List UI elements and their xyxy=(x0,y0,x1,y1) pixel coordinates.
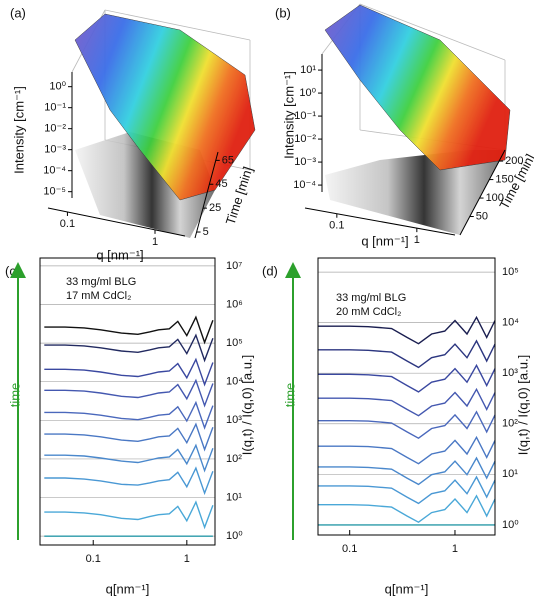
x-axis-label: q[nm⁻¹] xyxy=(106,581,150,596)
y-tick-label: 10³ xyxy=(502,367,518,379)
y-tick-label: 10⁷ xyxy=(226,260,242,272)
series-line xyxy=(44,500,214,530)
y-tick-label: 150 xyxy=(495,173,513,185)
x-axis-label: q [nm⁻¹] xyxy=(96,247,143,262)
x-tick-label: 0.1 xyxy=(342,543,357,555)
box-edge xyxy=(104,9,251,41)
box-edge xyxy=(359,3,506,61)
time-axis xyxy=(194,151,219,239)
y-tick-label: 65 xyxy=(222,154,234,166)
annotation: 33 mg/ml BLG xyxy=(66,276,136,288)
z-tick-label: 10⁻⁴ xyxy=(293,179,316,191)
series-line xyxy=(44,315,214,345)
z-tick-label: 10⁻² xyxy=(44,123,66,135)
y-tick-label: 50 xyxy=(476,210,488,222)
plot-frame xyxy=(317,257,496,536)
series-line xyxy=(318,475,496,505)
z-tick-label: 10⁻³ xyxy=(294,156,316,168)
y-tick-label: 10⁶ xyxy=(226,298,243,310)
y-tick-label: 10⁴ xyxy=(502,317,519,329)
z-tick-label: 10⁻⁴ xyxy=(43,165,66,177)
series-line xyxy=(44,443,214,473)
y-tick-label: 45 xyxy=(215,178,227,190)
y-tick-label: 10¹ xyxy=(226,491,242,503)
z-tick-label: 10⁻¹ xyxy=(44,102,66,114)
series-line xyxy=(318,410,496,440)
series-line xyxy=(318,363,496,393)
series-line xyxy=(44,400,214,430)
annotation: 33 mg/ml BLG xyxy=(336,292,406,304)
panel-label: (b) xyxy=(275,5,291,20)
x-axis-label: q [nm⁻¹] xyxy=(361,233,408,248)
z-tick-label: 10⁻² xyxy=(294,133,316,145)
series-line xyxy=(318,315,496,345)
x-tick-label: 0.1 xyxy=(86,553,101,565)
series-line xyxy=(44,378,214,408)
y-tick-label: 10¹ xyxy=(502,468,518,480)
series-line xyxy=(44,357,214,387)
y-tick-label: 10⁵ xyxy=(226,337,243,349)
z-tick-label: 10¹ xyxy=(300,64,316,76)
annotation: 20 mM CdCl₂ xyxy=(336,306,401,318)
z-tick-label: 10⁻⁵ xyxy=(43,186,66,198)
z-tick-label: 10⁰ xyxy=(49,81,66,93)
y-tick-label: 10³ xyxy=(226,414,242,426)
time-label: time xyxy=(7,383,22,408)
x-tick-label: 1 xyxy=(414,234,420,246)
y-tick-label: 100 xyxy=(486,192,504,204)
q-axis xyxy=(47,207,186,237)
y-tick-label: 5 xyxy=(203,226,209,238)
y-tick-label: 10⁰ xyxy=(226,530,243,542)
series-line xyxy=(318,387,496,417)
x-tick-label: 1 xyxy=(452,543,458,555)
y-axis-label: I(q,t) / I(q,0) [a.u.] xyxy=(515,355,530,455)
y-tick-label: 10⁵ xyxy=(502,266,519,278)
z-axis-label: Intensity [cm⁻¹] xyxy=(281,71,296,159)
y-tick-label: 25 xyxy=(209,202,221,214)
y-tick-label: 10² xyxy=(226,453,242,465)
series-line xyxy=(44,333,214,363)
z-tick-label: 10⁰ xyxy=(299,87,316,99)
series-line xyxy=(44,422,214,452)
y-tick-label: 200 xyxy=(505,155,523,167)
series-line xyxy=(318,435,496,465)
y-tick-label: 10⁴ xyxy=(226,376,243,388)
z-axis-label: Intensity [cm⁻¹] xyxy=(11,86,26,174)
panel-label: (d) xyxy=(262,263,278,278)
time-axis xyxy=(459,149,506,236)
z-tick-label: 10⁻³ xyxy=(44,144,66,156)
series-line xyxy=(318,456,496,486)
x-tick-label: 1 xyxy=(152,236,158,248)
time-label: time xyxy=(282,383,297,408)
y-tick-label: 10⁰ xyxy=(502,519,519,531)
series-line xyxy=(318,494,496,524)
surface xyxy=(74,13,256,201)
x-tick-label: 1 xyxy=(184,553,190,565)
annotation: 17 mM CdCl₂ xyxy=(66,290,131,302)
y-tick-label: 10² xyxy=(502,418,518,430)
x-tick-label: 0.1 xyxy=(60,218,75,230)
x-tick-label: 0.1 xyxy=(329,220,344,232)
series-line xyxy=(318,339,496,369)
series-line xyxy=(44,466,214,496)
q-axis xyxy=(304,207,456,236)
panel-label: (a) xyxy=(10,5,26,20)
plot-frame xyxy=(39,257,216,546)
y-axis-label: I(q,t) / I(q,0) [a.u.] xyxy=(239,355,254,455)
surface xyxy=(324,4,511,171)
y-axis-label: Time [min] xyxy=(223,165,256,227)
x-axis-label: q[nm⁻¹] xyxy=(385,581,429,596)
z-tick-label: 10⁻¹ xyxy=(294,110,316,122)
floor-projection xyxy=(325,150,505,235)
